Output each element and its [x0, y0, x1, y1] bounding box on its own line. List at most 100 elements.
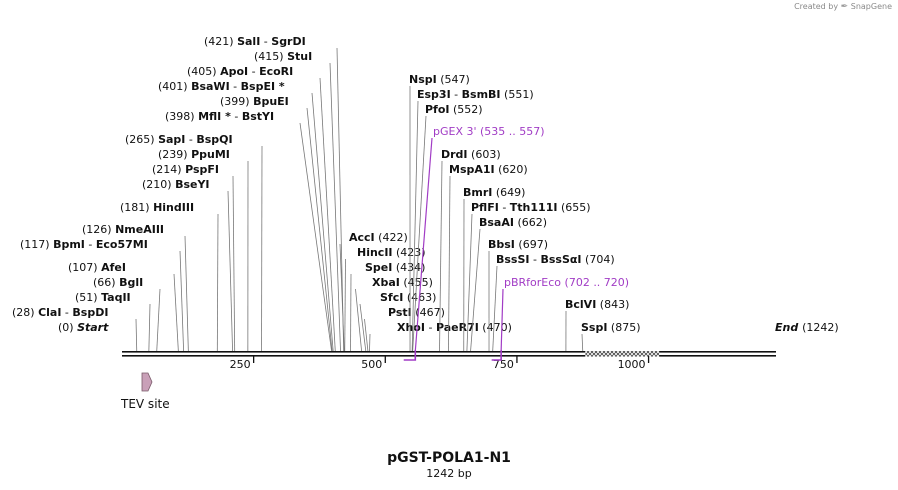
restriction-site-label: (210) BseYI	[142, 178, 210, 191]
snapgene-logo-icon: ✒	[840, 2, 849, 12]
site-connector	[329, 62, 341, 352]
site-position: (704)	[582, 253, 615, 266]
restriction-site-label: Esp3I - BsmBI (551)	[417, 88, 534, 101]
enzyme-name: MflI *	[198, 110, 231, 123]
site-position: (662)	[514, 216, 547, 229]
restriction-site-label: (117) BpmI - Eco57MI	[20, 238, 148, 251]
restriction-site-label: MspA1I (620)	[449, 163, 528, 176]
enzyme-name: SfcI	[380, 291, 403, 304]
axis-tick-label: 750	[493, 358, 514, 371]
site-position: (66)	[93, 276, 119, 289]
enzyme-name: BbsI	[488, 238, 515, 251]
site-connector	[369, 333, 371, 352]
restriction-site-label: PflFI - Tth111I (655)	[471, 201, 591, 214]
site-position: (405)	[187, 65, 220, 78]
enzyme-name: BseYI	[175, 178, 209, 191]
site-position: (28)	[12, 306, 38, 319]
restriction-site-label: PstI (467)	[388, 306, 445, 319]
site-connector	[448, 175, 451, 352]
enzyme-name: PfoI	[425, 103, 450, 116]
enzyme-name: BmrI	[463, 186, 492, 199]
site-position: (239)	[158, 148, 191, 161]
restriction-site-label: (28) ClaI - BspDI	[12, 306, 108, 319]
enzyme-name: AfeI	[101, 261, 126, 274]
site-position: (423)	[393, 246, 426, 259]
primer-label: pGEX 3' (535 .. 557)	[433, 125, 545, 138]
restriction-site-label: SfcI (463)	[380, 291, 436, 304]
enzyme-name: SspI	[581, 321, 607, 334]
enzyme-name: PspFI	[185, 163, 219, 176]
credit-prefix: Created by	[794, 2, 839, 11]
site-connector	[412, 115, 427, 352]
enzyme-name: BstYI	[242, 110, 274, 123]
primer-connector	[414, 137, 433, 352]
restriction-site-label: BbsI (697)	[488, 238, 548, 251]
site-connector	[311, 92, 334, 352]
name-separator: -	[530, 253, 541, 266]
restriction-site-label: XbaI (455)	[372, 276, 433, 289]
site-position: (470)	[479, 321, 512, 334]
name-separator: -	[61, 306, 72, 319]
enzyme-name: Esp3I	[417, 88, 451, 101]
site-connector	[173, 273, 179, 352]
restriction-site-label: BmrI (649)	[463, 186, 525, 199]
restriction-site-label: (421) SalI - SgrDI	[204, 35, 306, 48]
site-connector	[339, 243, 345, 352]
site-connector	[299, 122, 332, 352]
restriction-site-label: NspI (547)	[409, 73, 470, 86]
site-position: (843)	[596, 298, 629, 311]
site-position: (552)	[450, 103, 483, 116]
name-separator: -	[185, 133, 196, 146]
enzyme-name: TaqII	[101, 291, 131, 304]
site-position: (265)	[125, 133, 158, 146]
end-name: End	[775, 321, 802, 334]
restriction-site-label: DrdI (603)	[441, 148, 501, 161]
primer-connector	[500, 288, 504, 352]
name-separator: -	[230, 80, 241, 93]
restriction-site-label: BssSI - BssSαI (704)	[496, 253, 615, 266]
name-separator: -	[231, 110, 242, 123]
restriction-site-label: (415) StuI	[254, 50, 312, 63]
site-position: (415)	[254, 50, 287, 63]
name-separator: -	[248, 65, 259, 78]
site-position: (117)	[20, 238, 53, 251]
enzyme-name: DrdI	[441, 148, 468, 161]
site-position: (107)	[68, 261, 101, 274]
site-connector	[227, 190, 233, 352]
restriction-site-label: AccI (422)	[349, 231, 408, 244]
site-connector	[466, 213, 473, 352]
primer-arrow	[491, 350, 502, 361]
enzyme-name: BglI	[119, 276, 143, 289]
site-position: (181)	[120, 201, 153, 214]
restriction-site-label: (214) PspFI	[152, 163, 219, 176]
restriction-site-label: (399) BpuEI	[220, 95, 289, 108]
snapgene-credit: Created by ✒ SnapGene	[794, 2, 892, 12]
end-name: Start	[77, 321, 109, 334]
site-connector	[216, 213, 219, 352]
restriction-site-label: (265) SapI - BspQI	[125, 133, 233, 146]
primer-arrow	[403, 350, 417, 361]
site-position: (421)	[204, 35, 237, 48]
restriction-site-label: (401) BsaWI - BspEI *	[158, 80, 285, 93]
restriction-site-label: SpeI (434)	[365, 261, 425, 274]
primer-name: pGEX 3'	[433, 125, 480, 138]
site-position: (620)	[495, 163, 528, 176]
enzyme-name: MspA1I	[449, 163, 495, 176]
site-connector	[581, 333, 584, 352]
site-position: (649)	[492, 186, 525, 199]
enzyme-name: SalI	[237, 35, 260, 48]
enzyme-name: ApoI	[220, 65, 248, 78]
enzyme-name: BpuEI	[253, 95, 289, 108]
site-position: (399)	[220, 95, 253, 108]
enzyme-name: BpmI	[53, 238, 85, 251]
site-position: (422)	[375, 231, 408, 244]
restriction-site-label: (181) HindIII	[120, 201, 194, 214]
site-connector	[411, 100, 419, 352]
restriction-site-label: (126) NmeAIII	[82, 223, 164, 236]
primer-range: (702 .. 720)	[565, 276, 630, 289]
backbone-strand-bottom	[122, 355, 586, 357]
enzyme-name: SgrDI	[271, 35, 305, 48]
site-position: (0)	[58, 321, 77, 334]
site-connector	[179, 250, 185, 352]
site-position: (551)	[501, 88, 534, 101]
